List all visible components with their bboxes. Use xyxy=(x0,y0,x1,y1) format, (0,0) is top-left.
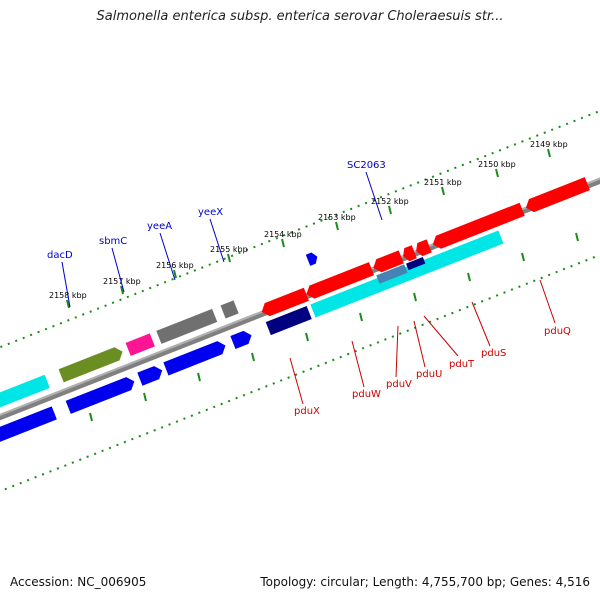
map-title: Salmonella enterica subsp. enterica sero… xyxy=(96,9,504,24)
tick-mark xyxy=(120,285,124,295)
reverse-label-leader xyxy=(289,357,304,405)
forward-gene-label[interactable]: yeeA xyxy=(147,221,172,232)
gene-SC2063[interactable] xyxy=(305,251,320,266)
reverse-gene-label[interactable]: pduQ xyxy=(544,326,571,337)
inner-tick-mark xyxy=(305,332,309,342)
gene-pduT[interactable] xyxy=(401,245,417,262)
reverse-gene-label[interactable]: pduS xyxy=(481,348,506,359)
inner-tick-mark xyxy=(143,392,147,402)
tick-label: 2151 kbp xyxy=(424,178,462,187)
inner-tick-mark xyxy=(251,352,255,362)
inner-tick-mark xyxy=(359,312,363,322)
tick-mark xyxy=(335,221,339,231)
tick-mark xyxy=(281,238,285,248)
reverse-label-leader xyxy=(413,320,426,368)
gene-steel-blue[interactable] xyxy=(376,264,408,284)
tick-mark xyxy=(66,299,70,309)
forward-label-leader xyxy=(209,218,225,263)
inner-tick-mark xyxy=(521,252,525,262)
gene-yeeX[interactable] xyxy=(220,300,239,319)
gene-blue-yeeA-lower[interactable] xyxy=(163,339,228,376)
tick-label: 2155 kbp xyxy=(210,245,248,254)
reverse-gene-label[interactable]: pduT xyxy=(449,359,475,370)
gene-pduS[interactable] xyxy=(414,239,432,257)
inner-tick-mark xyxy=(413,292,417,302)
gene-sbmC[interactable] xyxy=(125,333,155,356)
gene-dacD[interactable] xyxy=(58,345,126,383)
tick-label: 2153 kbp xyxy=(318,213,356,222)
gene-pdu-cyan[interactable] xyxy=(310,230,504,318)
forward-label-leader xyxy=(111,247,125,293)
gene-label-layer: dacD sbmC yeeA yeeX SC2063 pduX pduW pduV pduU pd… xyxy=(47,160,571,417)
inner-tick-mark xyxy=(575,232,579,242)
gene-pduV[interactable] xyxy=(304,262,375,301)
tick-label: 2156 kbp xyxy=(156,261,194,270)
tick-label: 2154 kbp xyxy=(264,230,302,239)
reverse-gene-label[interactable]: pduU xyxy=(416,369,442,380)
forward-gene-label[interactable]: SC2063 xyxy=(347,160,386,171)
reverse-gene-label[interactable]: pduW xyxy=(352,389,381,400)
tick-mark xyxy=(495,168,499,178)
gene-blue-dacD-lower[interactable] xyxy=(65,375,137,414)
tick-mark xyxy=(227,253,231,263)
forward-label-leader xyxy=(159,232,176,281)
gene-cyan-left[interactable] xyxy=(0,374,50,412)
gene-pduS-long[interactable] xyxy=(430,202,525,251)
reverse-label-leader xyxy=(351,340,365,388)
gene-pduX[interactable] xyxy=(265,305,312,336)
tick-label: 2150 kbp xyxy=(478,160,516,169)
tick-mark xyxy=(547,148,551,158)
forward-gene-label[interactable]: sbmC xyxy=(99,236,127,247)
forward-label-leader xyxy=(365,171,383,221)
inner-tick-mark xyxy=(197,372,201,382)
gene-blue-sbmC-lower[interactable] xyxy=(137,364,164,386)
forward-gene-label[interactable]: yeeX xyxy=(198,207,223,218)
reverse-label-leader xyxy=(423,315,459,357)
tick-label: 2149 kbp xyxy=(530,140,568,149)
tick-mark xyxy=(441,186,445,196)
inner-tick-mark xyxy=(89,412,93,422)
gene-cyan-far-left[interactable] xyxy=(0,406,57,444)
reverse-label-leader xyxy=(395,325,399,378)
forward-label-leader xyxy=(61,261,71,308)
gene-navy-small[interactable] xyxy=(406,257,426,271)
reverse-label-leader xyxy=(471,301,491,347)
forward-gene-label[interactable]: dacD xyxy=(47,250,73,261)
gene-pduQ[interactable] xyxy=(523,177,590,214)
gene-yeeA[interactable] xyxy=(156,308,218,344)
reverse-gene-label[interactable]: pduV xyxy=(386,379,412,390)
reverse-label-leader xyxy=(539,279,556,324)
inner-tick-mark xyxy=(467,272,471,282)
tick-mark xyxy=(388,205,392,215)
topology-text: Topology: circular; Length: 4,755,700 bp… xyxy=(260,575,590,589)
gene-blue-yeeX-lower[interactable] xyxy=(230,329,254,350)
gene-pduU[interactable] xyxy=(371,250,404,274)
genome-band xyxy=(0,105,600,497)
reverse-gene-label[interactable]: pduX xyxy=(294,406,320,417)
tick-label: 2157 kbp xyxy=(103,277,141,286)
accession-text: Accession: NC_006905 xyxy=(10,575,147,589)
tick-label: 2152 kbp xyxy=(371,197,409,206)
tick-mark xyxy=(173,269,177,279)
gene-pduW[interactable] xyxy=(259,287,309,319)
